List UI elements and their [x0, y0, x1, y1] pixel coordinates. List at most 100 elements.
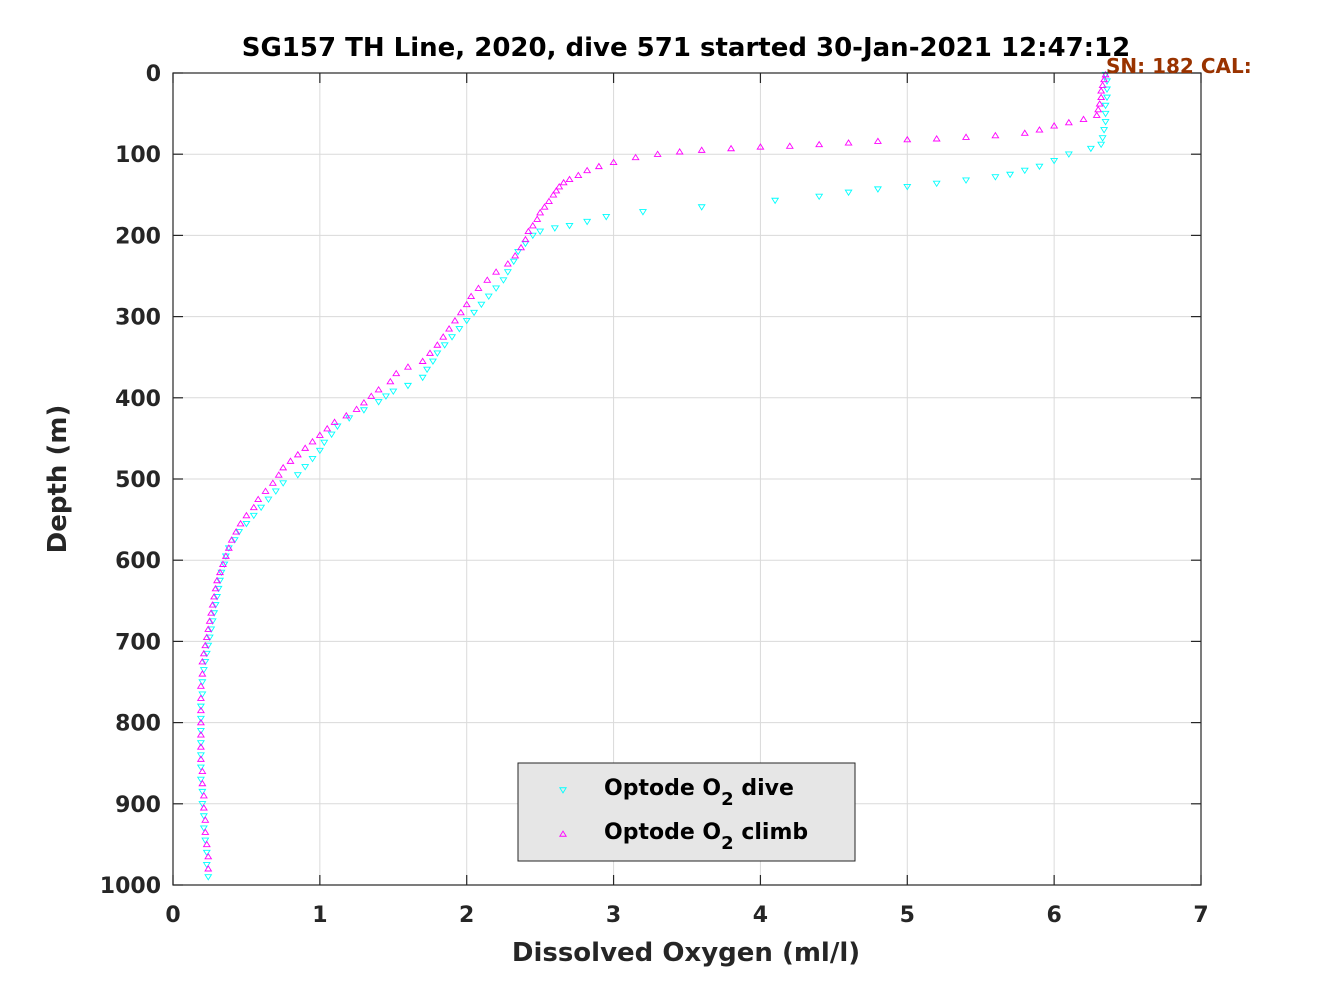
data-point: [196, 743, 205, 750]
data-point: [254, 495, 263, 502]
data-point: [503, 269, 512, 276]
data-point: [484, 293, 493, 301]
data-point: [1035, 126, 1044, 133]
data-point: [1020, 129, 1029, 136]
data-point: [403, 382, 412, 390]
data-point: [1101, 70, 1110, 78]
data-point: [230, 537, 239, 544]
data-point: [727, 144, 736, 152]
data-point: [202, 650, 211, 658]
data-point: [574, 171, 583, 179]
data-point: [602, 214, 611, 221]
data-point: [450, 316, 459, 324]
data-point: [342, 411, 351, 419]
data-point: [403, 363, 412, 370]
data-point: [1102, 86, 1112, 93]
data-point: [208, 618, 217, 625]
data-point: [433, 341, 442, 348]
data-point: [675, 148, 684, 155]
data-point: [418, 374, 427, 382]
data-point: [932, 135, 941, 142]
data-point: [261, 487, 270, 494]
data-point: [565, 175, 574, 183]
data-point: [268, 479, 277, 486]
data-point: [211, 602, 220, 609]
data-point: [594, 162, 603, 170]
data-point: [1079, 115, 1088, 122]
data-point: [204, 865, 213, 872]
data-point: [962, 177, 971, 184]
data-point: [202, 840, 211, 848]
x-tick-label: 5: [900, 903, 915, 928]
data-point: [653, 150, 662, 157]
data-point: [198, 788, 207, 796]
data-point: [1101, 119, 1110, 126]
x-tick-label: 2: [459, 903, 474, 928]
data-point: [196, 755, 205, 762]
data-point: [991, 131, 1000, 139]
data-point: [201, 641, 210, 649]
data-point: [196, 728, 205, 735]
data-point: [196, 706, 205, 714]
data-point: [544, 197, 553, 204]
y-tick-label: 900: [115, 793, 161, 818]
data-point: [844, 139, 853, 146]
data-point: [381, 393, 390, 400]
data-point: [509, 258, 518, 266]
data-point: [903, 183, 912, 191]
data-point: [697, 204, 706, 211]
data-point: [503, 260, 512, 267]
data-point: [550, 225, 559, 232]
data-point: [1097, 141, 1106, 149]
data-point: [232, 528, 241, 535]
data-point: [202, 633, 211, 641]
y-tick-label: 0: [146, 62, 161, 87]
data-point: [467, 292, 476, 299]
data-point: [456, 308, 465, 316]
data-point: [199, 667, 208, 674]
data-point: [201, 828, 210, 835]
data-point: [198, 779, 207, 787]
data-point: [962, 133, 971, 140]
data-point: [199, 649, 208, 657]
data-point: [235, 529, 244, 536]
data-point: [517, 243, 526, 251]
data-point: [264, 496, 273, 504]
data-point: [204, 625, 213, 632]
y-tick-label: 400: [115, 387, 161, 412]
data-point: [205, 634, 214, 642]
data-point: [631, 153, 640, 161]
data-point: [511, 251, 520, 259]
data-point: [196, 694, 205, 701]
x-tick-label: 0: [165, 903, 180, 928]
data-point: [1100, 75, 1109, 83]
data-point: [474, 284, 483, 291]
data-point: [204, 642, 213, 650]
data-point: [196, 703, 205, 711]
x-tick-label: 3: [606, 903, 621, 928]
y-tick-label: 1000: [100, 874, 161, 899]
data-point: [271, 488, 280, 495]
data-point: [308, 456, 317, 463]
data-point: [785, 142, 794, 149]
data-point: [1097, 87, 1106, 94]
data-point: [330, 418, 339, 425]
data-point: [1095, 100, 1104, 107]
data-point: [198, 657, 207, 665]
y-tick-label: 300: [115, 306, 161, 331]
data-point: [221, 552, 230, 559]
data-point: [1050, 158, 1059, 165]
data-point: [433, 350, 442, 357]
data-point: [873, 186, 882, 193]
data-point: [771, 197, 780, 205]
data-point: [205, 617, 214, 624]
data-point: [1020, 167, 1029, 175]
data-point: [1101, 102, 1110, 110]
data-point: [215, 568, 225, 576]
data-point: [207, 609, 216, 616]
data-point: [1086, 145, 1095, 153]
data-point: [521, 235, 530, 243]
data-point: [345, 415, 354, 422]
data-point: [756, 143, 765, 150]
